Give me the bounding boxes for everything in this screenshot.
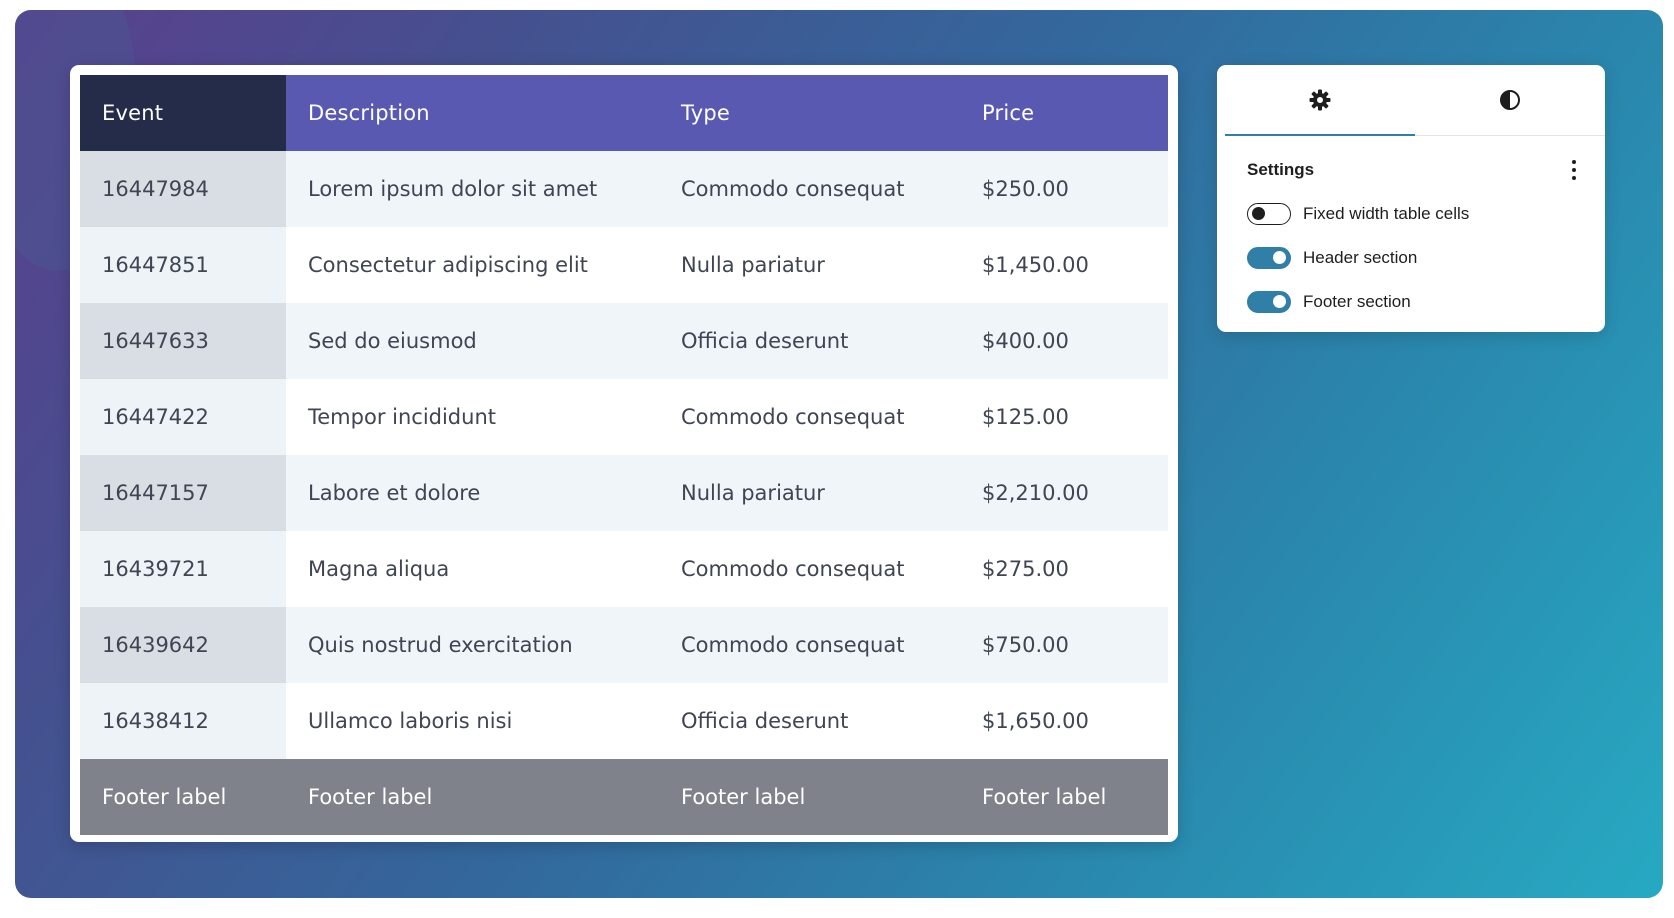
cell-type[interactable]: Officia deserunt [659,303,960,379]
cell-event[interactable]: 16447422 [80,379,286,455]
footer-cell[interactable]: Footer label [960,759,1168,835]
data-table: Event Description Type Price 16447984 Lo… [80,75,1168,835]
header-cell-type[interactable]: Type [659,75,960,151]
cell-description[interactable]: Ullamco laboris nisi [286,683,659,759]
table-footer: Footer label Footer label Footer label F… [80,759,1168,835]
cell-type[interactable]: Officia deserunt [659,683,960,759]
table-row: 16438412 Ullamco laboris nisi Officia de… [80,683,1168,759]
table-row: 16447633 Sed do eiusmod Officia deserunt… [80,303,1168,379]
header-cell-description[interactable]: Description [286,75,659,151]
cell-price[interactable]: $125.00 [960,379,1168,455]
cell-type[interactable]: Commodo consequat [659,379,960,455]
table-row: 16447851 Consectetur adipiscing elit Nul… [80,227,1168,303]
toggle-row-header: Header section [1247,245,1417,271]
footer-row: Footer label Footer label Footer label F… [80,759,1168,835]
table-row: 16439721 Magna aliqua Commodo consequat … [80,531,1168,607]
cell-description[interactable]: Sed do eiusmod [286,303,659,379]
cell-event[interactable]: 16439721 [80,531,286,607]
cell-price[interactable]: $2,210.00 [960,455,1168,531]
cell-price[interactable]: $1,650.00 [960,683,1168,759]
cell-price[interactable]: $275.00 [960,531,1168,607]
cell-type[interactable]: Commodo consequat [659,151,960,227]
table-header: Event Description Type Price [80,75,1168,151]
footer-cell[interactable]: Footer label [659,759,960,835]
cell-type[interactable]: Commodo consequat [659,531,960,607]
more-options-button[interactable] [1561,155,1587,185]
toggle-knob [1273,295,1286,308]
more-vertical-icon [1572,160,1576,180]
footer-cell[interactable]: Footer label [286,759,659,835]
tab-settings[interactable] [1225,65,1415,136]
cell-event[interactable]: 16447157 [80,455,286,531]
cell-price[interactable]: $1,450.00 [960,227,1168,303]
cell-description[interactable]: Tempor incididunt [286,379,659,455]
fixed-width-toggle[interactable] [1247,203,1291,225]
table-body: 16447984 Lorem ipsum dolor sit amet Comm… [80,151,1168,759]
cell-event[interactable]: 16447984 [80,151,286,227]
cell-event[interactable]: 16439642 [80,607,286,683]
cell-price[interactable]: $400.00 [960,303,1168,379]
table-row: 16447984 Lorem ipsum dolor sit amet Comm… [80,151,1168,227]
cell-type[interactable]: Nulla pariatur [659,455,960,531]
cell-description[interactable]: Quis nostrud exercitation [286,607,659,683]
cell-price[interactable]: $250.00 [960,151,1168,227]
panel-tabs [1225,65,1605,136]
toggle-row-fixed-width: Fixed width table cells [1247,201,1469,227]
header-section-toggle[interactable] [1247,247,1291,269]
footer-cell[interactable]: Footer label [80,759,286,835]
header-row: Event Description Type Price [80,75,1168,151]
cell-event[interactable]: 16447633 [80,303,286,379]
toggle-knob [1273,251,1286,264]
cell-event[interactable]: 16447851 [80,227,286,303]
cell-description[interactable]: Lorem ipsum dolor sit amet [286,151,659,227]
footer-section-toggle[interactable] [1247,291,1291,313]
cell-type[interactable]: Commodo consequat [659,607,960,683]
toggle-label: Fixed width table cells [1303,204,1470,223]
toggle-label: Footer section [1303,292,1411,311]
cell-description[interactable]: Labore et dolore [286,455,659,531]
cell-price[interactable]: $750.00 [960,607,1168,683]
header-cell-price[interactable]: Price [960,75,1168,151]
cell-event[interactable]: 16438412 [80,683,286,759]
cell-description[interactable]: Magna aliqua [286,531,659,607]
tab-styles[interactable] [1415,65,1605,135]
table-row: 16447157 Labore et dolore Nulla pariatur… [80,455,1168,531]
contrast-icon [1500,90,1520,110]
block-settings-panel: Settings Fixed width table cells Header … [1217,65,1605,332]
section-title: Settings [1247,160,1315,179]
toggle-label: Header section [1303,248,1418,267]
toggle-row-footer: Footer section [1247,289,1411,315]
cell-type[interactable]: Nulla pariatur [659,227,960,303]
toggle-knob [1252,207,1265,220]
table-block: Event Description Type Price 16447984 Lo… [70,65,1178,842]
table-row: 16439642 Quis nostrud exercitation Commo… [80,607,1168,683]
header-cell-event[interactable]: Event [80,75,286,151]
cell-description[interactable]: Consectetur adipiscing elit [286,227,659,303]
table-row: 16447422 Tempor incididunt Commodo conse… [80,379,1168,455]
gear-icon [1309,89,1331,111]
